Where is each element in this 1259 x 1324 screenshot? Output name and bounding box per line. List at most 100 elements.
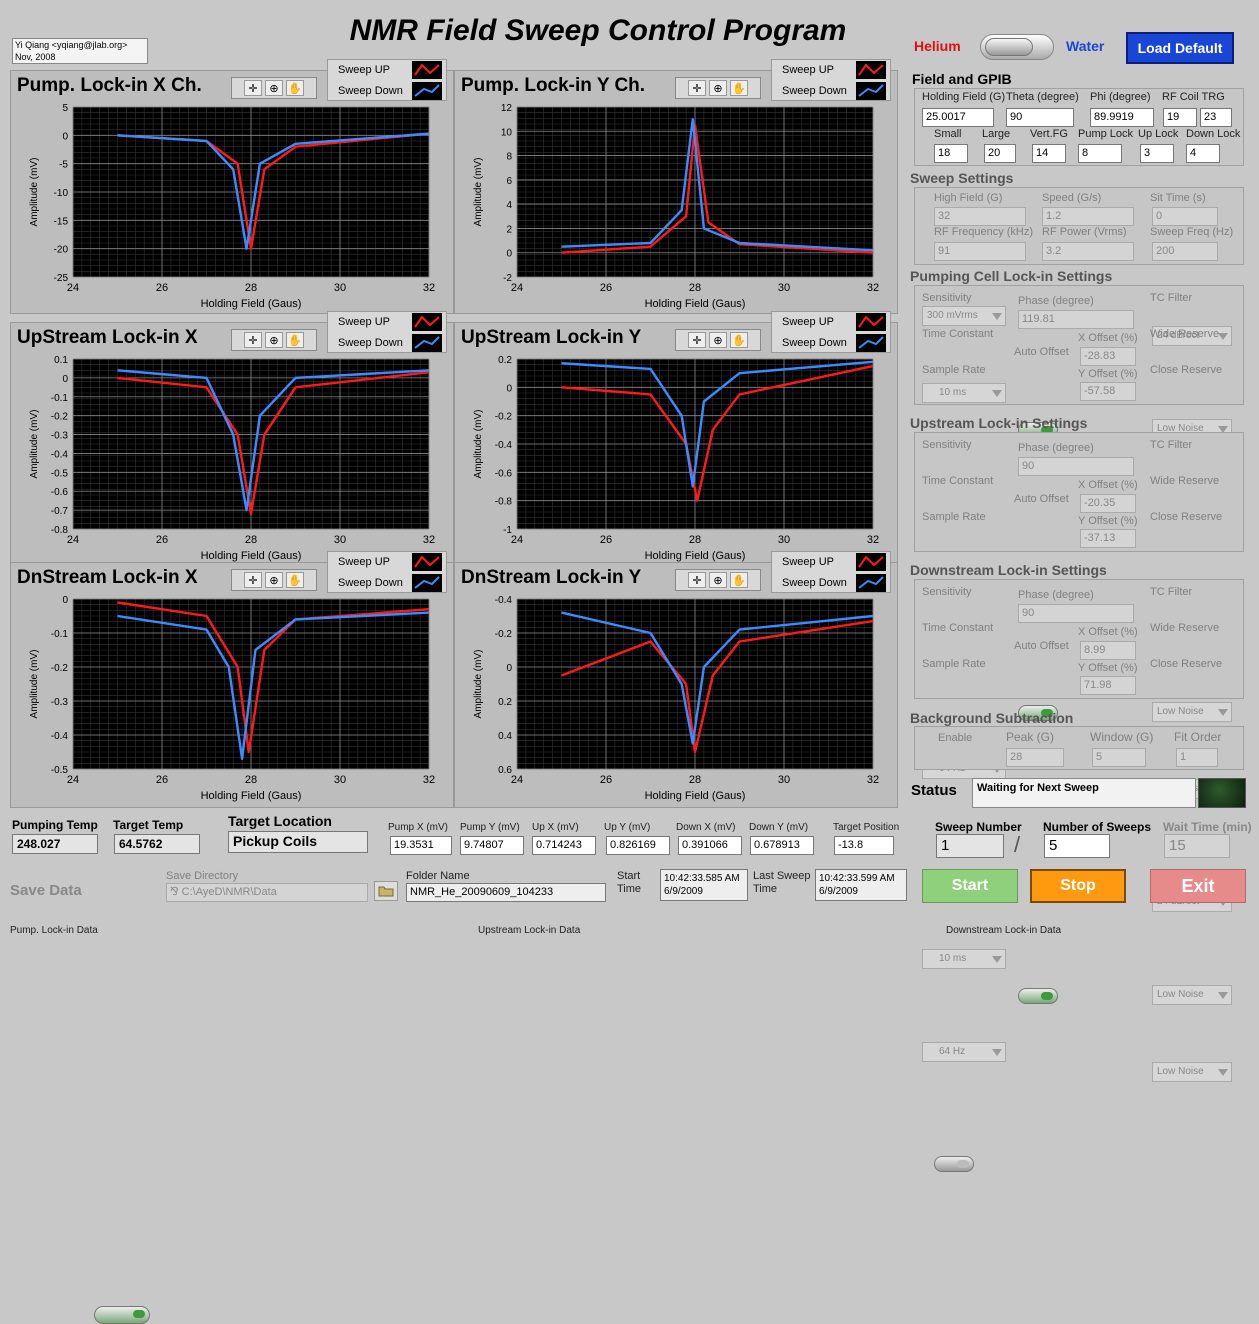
load-default-button[interactable]: Load Default <box>1126 32 1234 64</box>
crosshair-icon[interactable]: ✛ <box>688 572 706 588</box>
x-tick-label: 32 <box>867 282 879 294</box>
y-offset-value[interactable]: 71.98 <box>1080 676 1136 695</box>
helium-water-switch[interactable] <box>980 34 1054 60</box>
time-constant-value: 10 ms <box>939 953 967 964</box>
phase-value[interactable]: 119.81 <box>1018 310 1134 329</box>
zoom-icon[interactable]: ⊕ <box>709 332 727 348</box>
crosshair-icon[interactable]: ✛ <box>688 332 706 348</box>
x-offset-value[interactable]: -28.83 <box>1080 347 1136 366</box>
window-value[interactable]: 5 <box>1092 748 1146 767</box>
save-directory-value[interactable]: ⅋ C:\AyeD\NMR\Data <box>166 883 368 902</box>
tc-filter-dropdown[interactable]: 24 dB/oct <box>1152 326 1232 346</box>
large-value[interactable]: 20 <box>984 144 1016 163</box>
legend-swatch-up <box>856 313 886 331</box>
y-offset-value[interactable]: -57.58 <box>1080 382 1136 401</box>
fit-order-value[interactable]: 1 <box>1176 748 1218 767</box>
target-location-value[interactable]: Pickup Coils <box>228 831 368 853</box>
chart-svg: 24 26 28 30 32 0 -0.1 -0.2 -0.3 -0.4 -0.5 Holding F… <box>29 595 435 802</box>
phase-value[interactable]: 90 <box>1018 604 1134 623</box>
crosshair-icon[interactable]: ✛ <box>244 80 262 96</box>
legend-row-up: Sweep UP <box>328 60 448 81</box>
crosshair-icon[interactable]: ✛ <box>244 332 262 348</box>
exit-button[interactable]: Exit <box>1150 869 1246 903</box>
vert-fg-value[interactable]: 14 <box>1032 144 1066 163</box>
small-value[interactable]: 18 <box>934 144 968 163</box>
peak-value[interactable]: 28 <box>1006 748 1064 767</box>
x-offset-value[interactable]: -20.35 <box>1080 494 1136 513</box>
sensitivity-dropdown[interactable]: 300 mVrms <box>922 306 1006 326</box>
wide-reserve-dropdown[interactable]: Low Noise <box>1152 702 1232 722</box>
sample-rate-label: Sample Rate <box>922 658 986 670</box>
wait-time-value[interactable]: 15 <box>1164 834 1230 858</box>
lockin-group <box>914 432 1244 552</box>
wide-reserve-dropdown[interactable]: Low Noise <box>1152 985 1232 1005</box>
theta-label: Theta (degree) <box>1006 91 1079 103</box>
legend-swatch-down <box>412 334 442 352</box>
wide-reserve-value: Low Noise <box>1157 423 1204 434</box>
x-tick-label: 26 <box>156 534 168 546</box>
zoom-icon[interactable]: ⊕ <box>265 572 283 588</box>
y-tick-label: -5 <box>59 160 68 171</box>
pan-hand-icon[interactable]: ✋ <box>730 80 748 96</box>
x-offset-value[interactable]: 8.99 <box>1080 641 1136 660</box>
num-sweeps-label: Number of Sweeps <box>1043 820 1152 834</box>
y-tick-label: 0 <box>62 374 68 385</box>
theta-value[interactable]: 90 <box>1006 108 1074 127</box>
zoom-icon[interactable]: ⊕ <box>709 572 727 588</box>
num-sweeps-input[interactable]: 5 <box>1044 834 1110 858</box>
phi-value[interactable]: 89.9919 <box>1090 108 1154 127</box>
pan-hand-icon[interactable]: ✋ <box>730 572 748 588</box>
rf-frequency-value[interactable]: 91 <box>934 242 1026 261</box>
crosshair-icon[interactable]: ✛ <box>244 572 262 588</box>
x-tick-label: 32 <box>867 774 879 786</box>
enable-label: Enable <box>938 732 973 744</box>
down-x-label: Down X (mV) <box>676 822 736 833</box>
save-data-toggle[interactable] <box>94 1306 150 1324</box>
zoom-icon[interactable]: ⊕ <box>265 80 283 96</box>
chart-panel-up-y: UpStream Lock-in Y ✛ ⊕ ✋ Sweep UP Sweep Down 2… <box>454 311 898 566</box>
sweep-freq-value[interactable]: 200 <box>1152 242 1218 261</box>
rf-power-value[interactable]: 3.2 <box>1042 242 1134 261</box>
x-tick-label: 24 <box>511 774 523 786</box>
y-tick-label: 4 <box>506 200 512 211</box>
auto-offset-toggle[interactable] <box>1018 705 1058 721</box>
time-constant-dropdown[interactable]: 10 ms <box>922 949 1006 969</box>
holding-field-value[interactable]: 25.0017 <box>922 108 994 127</box>
close-reserve-dropdown[interactable]: Low Noise <box>1152 1062 1232 1082</box>
start-button[interactable]: Start <box>922 869 1018 903</box>
crosshair-icon[interactable]: ✛ <box>688 80 706 96</box>
plot-legend: Sweep UP Sweep Down <box>771 551 891 593</box>
y-tick-label: -0.6 <box>495 468 513 479</box>
y-tick-label: -0.4 <box>51 731 69 742</box>
pan-hand-icon[interactable]: ✋ <box>286 332 304 348</box>
pan-hand-icon[interactable]: ✋ <box>286 572 304 588</box>
sit-time-value[interactable]: 0 <box>1152 207 1218 226</box>
target-position-label: Target Position <box>833 822 900 833</box>
stop-button[interactable]: Stop <box>1030 869 1126 903</box>
phase-value[interactable]: 90 <box>1018 457 1134 476</box>
auto-offset-label: Auto Offset <box>1014 346 1069 358</box>
field-gpib-title: Field and GPIB <box>912 71 1012 87</box>
down-lock-value[interactable]: 4 <box>1186 144 1220 163</box>
zoom-icon[interactable]: ⊕ <box>709 80 727 96</box>
pump-lock-value[interactable]: 8 <box>1078 144 1122 163</box>
speed-value[interactable]: 1.2 <box>1042 207 1134 226</box>
zoom-icon[interactable]: ⊕ <box>265 332 283 348</box>
y-offset-value[interactable]: -37.13 <box>1080 529 1136 548</box>
sample-rate-dropdown[interactable]: 64 Hz <box>922 1042 1006 1062</box>
close-reserve-label: Close Reserve <box>1150 658 1223 670</box>
pan-hand-icon[interactable]: ✋ <box>286 80 304 96</box>
browse-folder-button[interactable] <box>374 881 398 901</box>
last-sweep-label: Last Sweep Time <box>753 870 811 895</box>
time-constant-dropdown[interactable]: 10 ms <box>922 383 1006 403</box>
up-lock-value[interactable]: 3 <box>1140 144 1174 163</box>
pan-hand-icon[interactable]: ✋ <box>730 332 748 348</box>
down-x-value: 0.391066 <box>678 836 742 855</box>
x-tick-label: 30 <box>334 534 346 546</box>
rf-coil-trg-value-2[interactable]: 23 <box>1200 108 1232 127</box>
high-field-value[interactable]: 32 <box>934 207 1026 226</box>
enable-toggle[interactable] <box>934 1156 974 1172</box>
background-title: Background Subtraction <box>910 710 1074 726</box>
auto-offset-toggle[interactable] <box>1018 988 1058 1004</box>
rf-coil-trg-value-1[interactable]: 19 <box>1163 108 1197 127</box>
